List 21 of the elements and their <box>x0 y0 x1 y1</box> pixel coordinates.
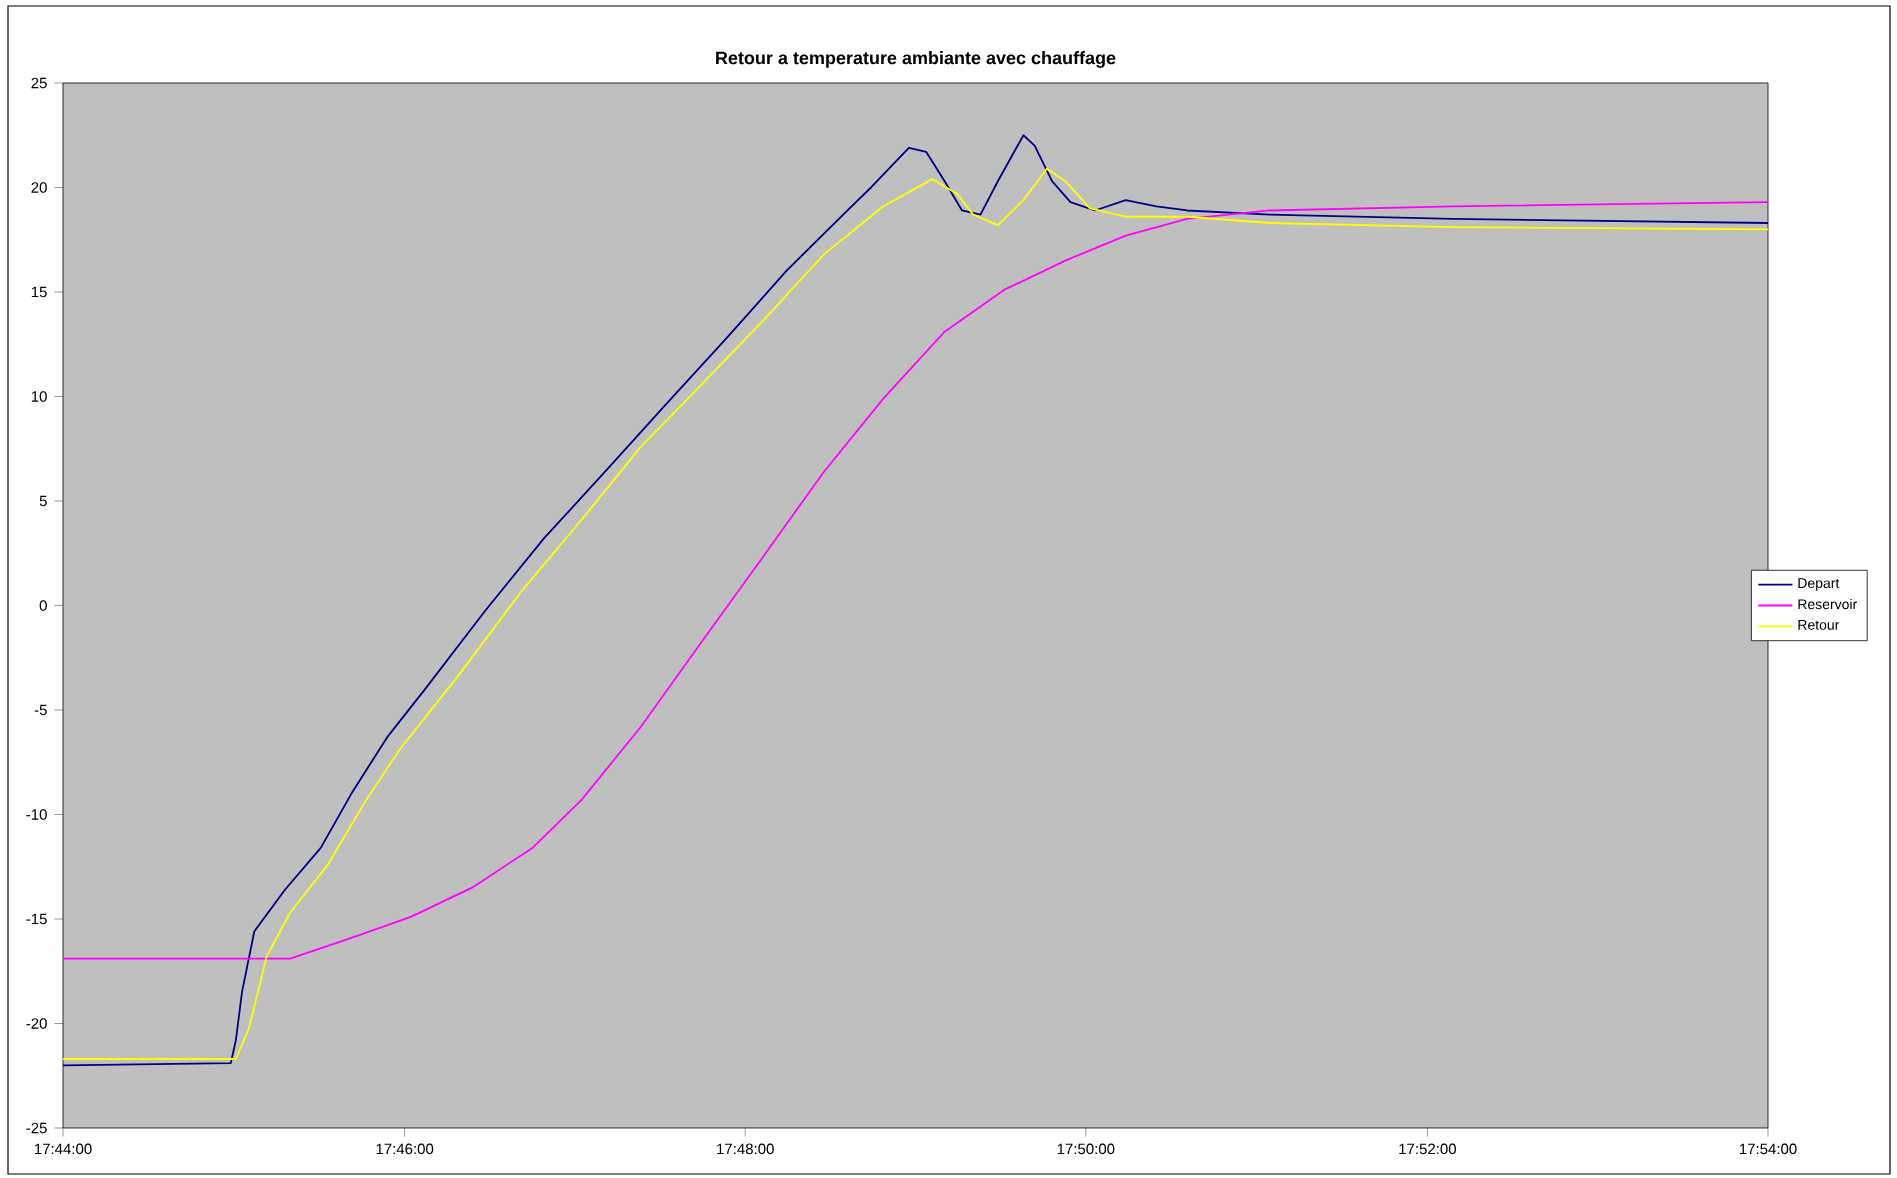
x-tick-label: 17:52:00 <box>1399 1143 1457 1155</box>
legend-label: Retour <box>1798 620 1840 630</box>
y-tick-label: 5 <box>39 495 47 507</box>
y-tick-label: 10 <box>31 391 47 402</box>
y-tick-label: 0 <box>39 600 47 611</box>
y-tick-label: -25 <box>26 1122 47 1134</box>
y-tick-label: -20 <box>26 1018 47 1029</box>
y-tick-label: 20 <box>31 182 47 193</box>
x-tick-label: 17:46:00 <box>376 1143 434 1155</box>
legend-label: Depart <box>1798 578 1840 591</box>
y-tick-label: -15 <box>26 913 47 925</box>
x-tick-label: 17:48:00 <box>717 1143 774 1155</box>
legend-label: Reservoir <box>1798 598 1857 610</box>
x-tick-label: 17:44:00 <box>34 1143 92 1155</box>
y-tick-label: 15 <box>31 286 47 298</box>
y-tick-label: -10 <box>26 809 47 820</box>
y-tick-label: 25 <box>31 77 47 89</box>
y-tick-label: -5 <box>34 704 47 716</box>
x-tick-label: 17:54:00 <box>1739 1143 1797 1155</box>
x-tick-label: 17:50:00 <box>1057 1143 1115 1155</box>
chart-title: Retour a temperature ambiante avec chauffage <box>716 51 1116 68</box>
